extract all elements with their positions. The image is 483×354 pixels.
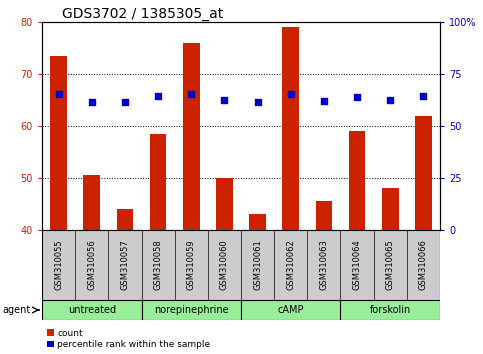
Point (320, 98, 328, 104)
Text: GSM310065: GSM310065 (386, 240, 395, 290)
Text: cAMP: cAMP (278, 305, 304, 315)
Text: agent: agent (2, 305, 30, 315)
Bar (349, 131, 365, 230)
Text: GSM310061: GSM310061 (253, 240, 262, 290)
Point (386, 97, 394, 103)
Text: GSM310059: GSM310059 (187, 240, 196, 290)
Point (221, 97, 228, 103)
Bar (116, 209, 133, 230)
Bar (249, 215, 266, 230)
Text: GSM310066: GSM310066 (419, 240, 428, 290)
Point (121, 99, 129, 105)
Bar (382, 188, 398, 230)
Text: GSM310055: GSM310055 (54, 240, 63, 290)
Bar (183, 43, 199, 230)
Point (88, 99, 96, 105)
Text: GSM310063: GSM310063 (319, 240, 328, 290)
Bar (84, 175, 100, 230)
Bar (315, 201, 332, 230)
Bar (283, 27, 299, 230)
Text: GSM310056: GSM310056 (87, 240, 96, 290)
Text: GSM310057: GSM310057 (120, 240, 129, 290)
Bar (415, 116, 432, 230)
Bar (142, 300, 241, 320)
Point (187, 91, 195, 97)
Text: GSM310058: GSM310058 (154, 240, 163, 290)
Text: untreated: untreated (68, 305, 116, 315)
Bar (216, 178, 233, 230)
Text: norepinephrine: norepinephrine (154, 305, 228, 315)
Point (287, 91, 295, 97)
Text: forskolin: forskolin (369, 305, 411, 315)
Bar (42, 300, 142, 320)
Point (353, 94, 361, 100)
Text: GSM310062: GSM310062 (286, 240, 295, 290)
Text: GDS3702 / 1385305_at: GDS3702 / 1385305_at (62, 7, 223, 21)
Bar (341, 300, 440, 320)
Text: GSM310064: GSM310064 (353, 240, 362, 290)
Point (420, 93, 427, 99)
Point (55, 91, 62, 97)
Point (154, 93, 162, 99)
Text: GSM310060: GSM310060 (220, 240, 229, 290)
Bar (241, 300, 341, 320)
Point (254, 99, 261, 105)
Bar (50, 56, 67, 230)
Bar (150, 134, 166, 230)
Legend: count, percentile rank within the sample: count, percentile rank within the sample (46, 329, 211, 349)
